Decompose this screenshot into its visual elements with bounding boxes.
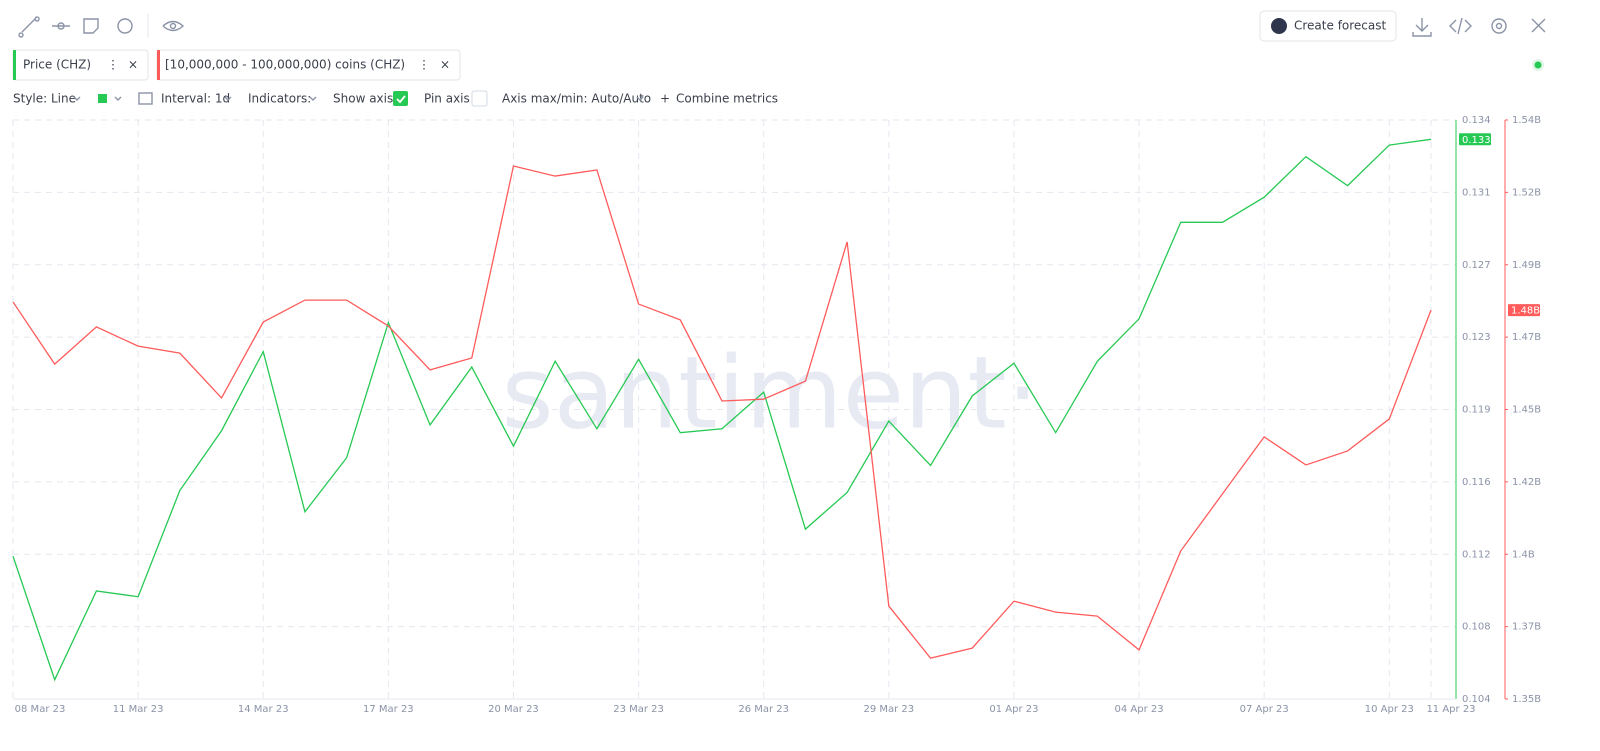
tab-label: [10,000,000 - 100,000,000) coins (CHZ) — [165, 58, 405, 72]
y2-tick-label: 1.35B — [1512, 694, 1541, 705]
metric-tab[interactable]: [10,000,000 - 100,000,000) coins (CHZ) ⋮… — [156, 49, 461, 81]
y-tick-label: 0.127 — [1462, 260, 1491, 271]
x-tick-label: 08 Mar 23 — [15, 704, 66, 715]
last-value-badge — [1508, 304, 1540, 317]
svg-text:+: + — [660, 92, 670, 106]
x-tick-label: 01 Apr 23 — [989, 704, 1038, 715]
x-tick-label: 10 Apr 23 — [1365, 704, 1414, 715]
series-line — [12, 138, 1432, 682]
x-tick-label: 29 Mar 23 — [863, 704, 914, 715]
tab-label: Price (CHZ) — [23, 58, 91, 72]
y-tick-label: 0.134 — [1462, 115, 1491, 126]
plot: 08 Mar 23 11 Mar 23 14 Mar 23 17 Mar 23 20 M… — [12, 115, 1541, 715]
y-tick-label: 0.112 — [1462, 549, 1491, 560]
y-tick-label: 0.123 — [1462, 332, 1491, 343]
y2-tick-label: 1.37B — [1512, 622, 1541, 633]
create-forecast-button[interactable]: Create forecast — [1259, 10, 1397, 42]
button-label: Create forecast — [1294, 19, 1387, 33]
y2-tick-label: 1.54B — [1512, 115, 1541, 126]
x-tick-label: 23 Mar 23 — [613, 704, 664, 715]
x-tick-label: 26 Mar 23 — [738, 704, 789, 715]
y2-tick-label: 1.42B — [1512, 477, 1541, 488]
combine-metrics[interactable]: Combine metrics — [676, 92, 778, 106]
y2-tick-label: 1.49B — [1512, 260, 1541, 271]
interval-select[interactable]: Interval: 1d — [161, 92, 230, 106]
x-tick-label: 11 Mar 23 — [113, 704, 164, 715]
x-tick-label: 04 Apr 23 — [1115, 704, 1164, 715]
y-tick-label: 0.104 — [1462, 694, 1491, 705]
svg-text:×: × — [128, 58, 138, 72]
axis-minmax-select[interactable]: Axis max/min: Auto/Auto — [502, 92, 651, 106]
y-tick-label: 0.116 — [1462, 477, 1491, 488]
svg-text:×: × — [440, 58, 450, 72]
x-tick-label: 20 Mar 23 — [488, 704, 539, 715]
svg-text:⋮: ⋮ — [418, 58, 430, 72]
last-value-label: 1.48B — [1511, 306, 1540, 317]
metric-tab[interactable]: Price (CHZ) ⋮ × — [12, 49, 149, 81]
indicators-select[interactable]: Indicators: — [248, 92, 311, 106]
show-axis-toggle[interactable]: Show axis — [333, 92, 393, 106]
x-tick-label: 17 Mar 23 — [363, 704, 414, 715]
y2-tick-label: 1.47B — [1512, 332, 1541, 343]
x-tick-label: 07 Apr 23 — [1240, 704, 1289, 715]
y-tick-label: 0.108 — [1462, 622, 1491, 633]
settings-row[interactable]: Style: Line Interval: 1d Indicators: Sho… — [13, 90, 778, 107]
watermark: santiment· — [501, 334, 1038, 451]
style-select[interactable]: Style: Line — [13, 92, 76, 106]
y2-tick-label: 1.52B — [1512, 187, 1541, 198]
y2-tick-label: 1.45B — [1512, 405, 1541, 416]
x-tick-label: 11 Apr 23 — [1426, 704, 1475, 715]
last-value-badge — [1459, 133, 1491, 146]
y-tick-label: 0.131 — [1462, 187, 1491, 198]
top-icons[interactable] — [1412, 17, 1546, 37]
last-value-label: 0.133 — [1462, 135, 1491, 146]
pin-axis-toggle[interactable]: Pin axis — [424, 92, 470, 106]
series-line — [12, 165, 1432, 659]
y-tick-label: 0.119 — [1462, 405, 1491, 416]
x-tick-label: 14 Mar 23 — [238, 704, 289, 715]
y2-tick-label: 1.4B — [1512, 549, 1535, 560]
drawing-tools[interactable] — [18, 14, 185, 38]
svg-text:⋮: ⋮ — [107, 58, 119, 72]
